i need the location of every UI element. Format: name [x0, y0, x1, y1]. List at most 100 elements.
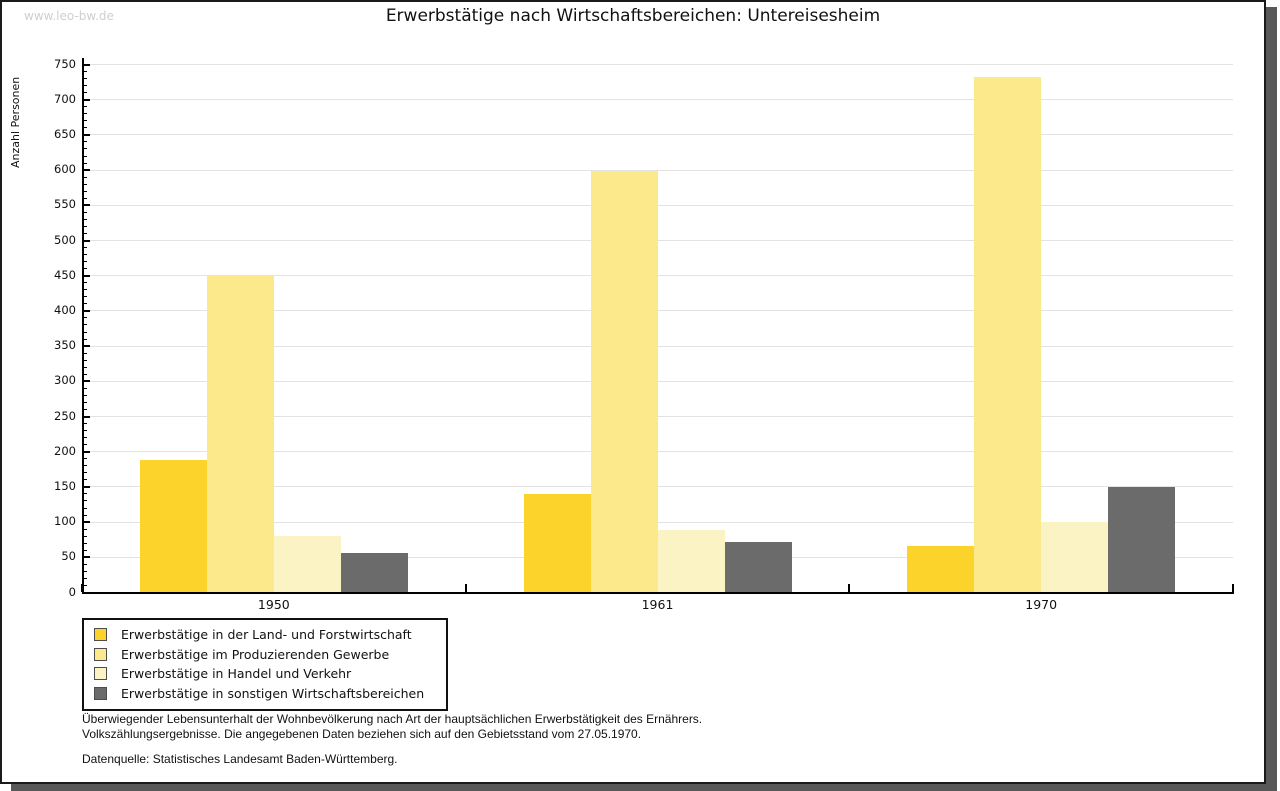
gridline-500 — [83, 240, 1233, 241]
y-tick-label-500: 500 — [54, 232, 76, 247]
y-major-tick-750 — [83, 63, 90, 66]
y-major-tick-650 — [83, 133, 90, 136]
y-minor-tick-340 — [83, 352, 87, 354]
y-minor-tick-440 — [83, 282, 87, 284]
y-minor-tick-420 — [83, 296, 87, 298]
y-minor-tick-60 — [83, 549, 87, 551]
x-tick-label-1950: 1950 — [257, 597, 290, 612]
y-minor-tick-490 — [83, 247, 87, 249]
legend-items: Erwerbstätige in der Land- und Forstwirt… — [94, 625, 446, 703]
bar-1950-series-2 — [206, 275, 274, 592]
y-minor-tick-390 — [83, 317, 87, 319]
y-minor-tick-260 — [83, 408, 87, 410]
bar-1961-series-2 — [590, 171, 658, 592]
x-boundary-tick-1 — [464, 584, 467, 592]
y-minor-tick-590 — [83, 176, 87, 178]
y-minor-tick-510 — [83, 232, 87, 234]
y-minor-tick-280 — [83, 394, 87, 396]
y-tick-label-150: 150 — [54, 478, 76, 493]
gridline-450 — [83, 275, 1233, 277]
y-minor-tick-730 — [83, 78, 87, 80]
gridline-300 — [83, 380, 1233, 382]
y-minor-tick-460 — [83, 268, 87, 270]
y-minor-tick-230 — [83, 430, 87, 432]
y-minor-tick-670 — [83, 120, 87, 122]
gridline-750 — [83, 64, 1233, 65]
bar-1970-series-3 — [1041, 521, 1109, 592]
bar-1950-series-4 — [340, 553, 408, 592]
y-tick-label-50: 50 — [61, 549, 76, 564]
legend-item-2: Erwerbstätige im Produzierenden Gewerbe — [94, 645, 446, 665]
x-axis — [82, 592, 1234, 594]
y-minor-tick-470 — [83, 261, 87, 263]
gridline-350 — [83, 345, 1233, 347]
y-major-tick-600 — [83, 169, 90, 172]
y-major-tick-300 — [83, 380, 90, 383]
y-tick-label-200: 200 — [54, 443, 76, 458]
legend-swatch-2 — [94, 647, 107, 661]
gridline-250 — [83, 416, 1233, 417]
y-tick-label-300: 300 — [54, 373, 76, 388]
y-major-tick-100 — [83, 521, 90, 524]
y-minor-tick-10 — [83, 584, 87, 586]
y-tick-label-600: 600 — [54, 162, 76, 177]
y-minor-tick-190 — [83, 458, 87, 460]
y-major-tick-700 — [83, 98, 90, 101]
bar-1970-series-2 — [974, 76, 1042, 592]
plot-area: 0 50 100 150 200 250 300 350 400 450 500 550 600 650 7… — [2, 2, 1264, 782]
y-minor-tick-680 — [83, 113, 87, 115]
y-major-tick-250 — [83, 415, 90, 418]
legend-swatch-3 — [94, 667, 107, 681]
y-tick-label-450: 450 — [54, 267, 76, 282]
y-minor-tick-710 — [83, 92, 87, 94]
y-minor-tick-560 — [83, 197, 87, 199]
bar-1961-series-3 — [657, 530, 725, 592]
gridline-150 — [83, 486, 1233, 488]
y-minor-tick-20 — [83, 577, 87, 579]
y-minor-tick-110 — [83, 514, 87, 516]
y-minor-tick-740 — [83, 71, 87, 73]
y-tick-label-100: 100 — [54, 514, 76, 529]
y-minor-tick-610 — [83, 162, 87, 164]
y-tick-label-550: 550 — [54, 197, 76, 212]
y-tick-label-350: 350 — [54, 338, 76, 353]
y-minor-tick-620 — [83, 155, 87, 157]
y-tick-label-650: 650 — [54, 126, 76, 141]
y-major-tick-400 — [83, 309, 90, 312]
x-tick-label-1961: 1961 — [641, 597, 674, 612]
bar-1970-series-1 — [907, 545, 975, 592]
legend-box: Erwerbstätige in der Land- und Forstwirt… — [82, 618, 448, 711]
y-minor-tick-240 — [83, 423, 87, 425]
bar-1961-series-4 — [724, 542, 792, 592]
y-major-tick-350 — [83, 345, 90, 348]
y-minor-tick-320 — [83, 366, 87, 368]
y-minor-tick-410 — [83, 303, 87, 305]
legend-swatch-1 — [94, 628, 107, 642]
bar-1950-series-3 — [273, 536, 341, 592]
chart-footnote: Überwiegender Lebensunterhalt der Wohnbe… — [82, 712, 702, 742]
chart-title: Erwerbstätige nach Wirtschaftsbereichen:… — [385, 6, 881, 26]
gridline-100 — [83, 521, 1233, 523]
y-minor-tick-130 — [83, 500, 87, 502]
y-tick-label-750: 750 — [54, 56, 76, 71]
y-minor-tick-370 — [83, 331, 87, 333]
gridline-600 — [83, 169, 1233, 171]
y-tick-label-400: 400 — [54, 302, 76, 317]
gridline-650 — [83, 134, 1233, 136]
gridline-700 — [83, 99, 1233, 101]
data-source: Datenquelle: Statistisches Landesamt Bad… — [82, 752, 398, 766]
legend-swatch-4 — [94, 686, 107, 700]
y-minor-tick-580 — [83, 183, 87, 185]
watermark-leo-bw: www.leo-bw.de — [24, 9, 114, 23]
bar-1970-series-4 — [1108, 487, 1176, 592]
y-major-tick-200 — [83, 450, 90, 453]
y-minor-tick-210 — [83, 444, 87, 446]
y-minor-tick-160 — [83, 479, 87, 481]
y-minor-tick-480 — [83, 254, 87, 256]
y-minor-tick-380 — [83, 324, 87, 326]
legend-label-1: Erwerbstätige in der Land- und Forstwirt… — [121, 627, 412, 643]
y-tick-label-700: 700 — [54, 91, 76, 106]
y-minor-tick-30 — [83, 570, 87, 572]
x-boundary-tick-0 — [81, 584, 83, 592]
gridline-200 — [83, 451, 1233, 453]
